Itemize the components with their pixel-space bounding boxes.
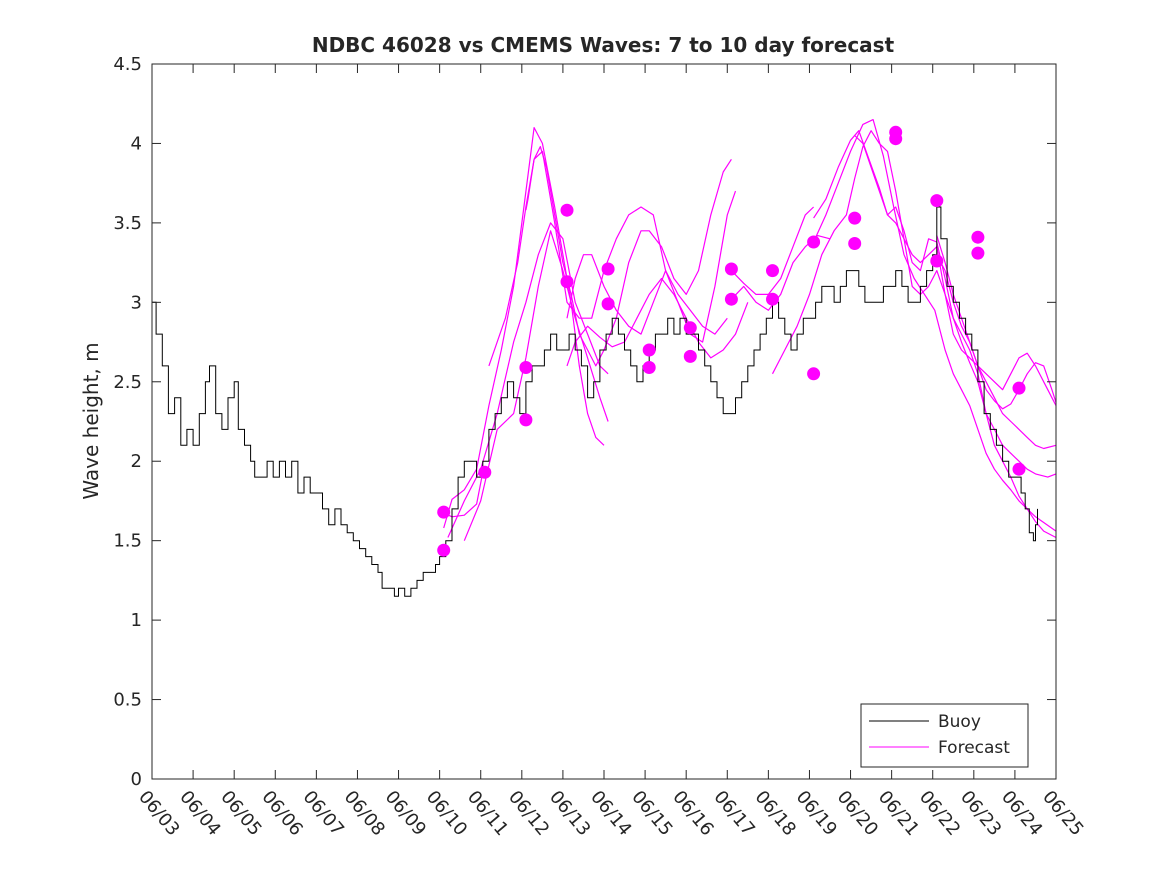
forecast-marker [560, 203, 574, 217]
forecast-line [566, 277, 749, 367]
forecast-marker [807, 367, 821, 381]
forecast-marker [971, 230, 985, 244]
y-tick-label: 4 [131, 133, 142, 154]
forecast-marker [724, 262, 738, 276]
forecast-marker [683, 349, 697, 363]
y-tick-label: 3 [131, 292, 142, 313]
forecast-line [730, 206, 815, 295]
y-axis-label: Wave height, m [79, 342, 103, 499]
forecast-marker [437, 543, 451, 557]
forecast-marker [930, 194, 944, 208]
forecast-marker [601, 262, 615, 276]
forecast-marker [930, 254, 944, 268]
y-tick-label: 2.5 [113, 372, 142, 393]
forecast-marker [437, 505, 451, 519]
y-tick-label: 0 [131, 769, 142, 790]
forecast-line [854, 135, 1057, 450]
forecast-marker [724, 292, 738, 306]
y-tick-label: 4.5 [113, 54, 142, 75]
forecast-line [813, 118, 1057, 532]
forecast-marker [848, 237, 862, 250]
forecast-marker [601, 297, 615, 311]
forecast-line [936, 254, 1057, 410]
forecast-marker [560, 275, 574, 289]
legend-box [860, 703, 1029, 768]
buoy-line [152, 206, 1038, 597]
y-tick-label: 1.5 [113, 531, 142, 552]
forecast-marker [683, 321, 697, 335]
forecast-marker [807, 235, 821, 249]
forecast-line [771, 130, 1057, 539]
forecast-marker [519, 413, 533, 427]
y-tick-label: 0.5 [113, 690, 142, 711]
forecast-marker [766, 264, 779, 278]
plot-area [152, 64, 1056, 779]
legend-buoy-label: Buoy [938, 712, 981, 732]
forecast-line [566, 254, 728, 335]
forecast-line [463, 230, 609, 541]
y-axis: 0 0.5 1 1.5 2 2.5 3 3.5 4 4.5 [113, 54, 1056, 790]
y-tick-label: 1 [131, 610, 142, 631]
y-tick-label: 3.5 [113, 213, 142, 234]
forecast-marker [1012, 381, 1026, 395]
forecast-marker [519, 361, 533, 374]
legend-forecast-label: Forecast [938, 738, 1010, 758]
forecast-marker [848, 211, 862, 225]
chart-title: NDBC 46028 vs CMEMS Waves: 7 to 10 day f… [312, 33, 895, 57]
forecast-line [443, 126, 605, 529]
forecast-marker [642, 343, 656, 357]
legend: Buoy Forecast [860, 703, 1029, 768]
forecast-marker [971, 246, 985, 260]
forecast-marker [766, 292, 779, 306]
forecast-marker [1012, 462, 1026, 476]
forecast-marker [642, 361, 656, 374]
forecast-marker [478, 465, 492, 479]
marker-layer [437, 125, 1026, 557]
forecast-marker [889, 125, 903, 139]
forecast-line [936, 235, 1057, 406]
y-tick-label: 2 [131, 451, 142, 472]
